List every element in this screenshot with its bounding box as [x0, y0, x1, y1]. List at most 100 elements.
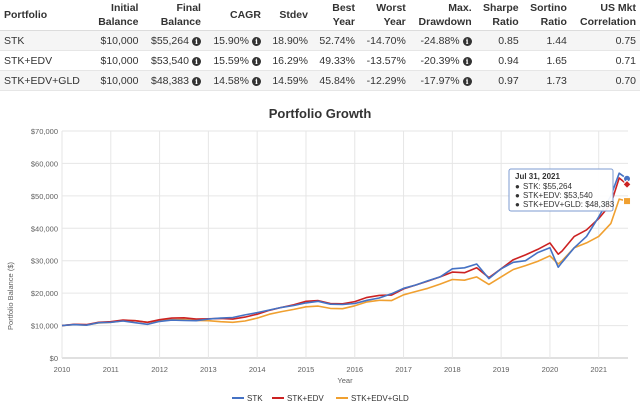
x-tick-label: 2011 — [103, 365, 119, 374]
y-tick-label: $40,000 — [31, 224, 58, 233]
column-header: Max. Drawdown — [409, 0, 476, 31]
info-icon[interactable]: i — [462, 76, 472, 86]
cell-portfolio: STK+EDV+GLD — [0, 70, 91, 91]
tooltip-bullet-icon: ● — [515, 200, 520, 209]
x-axis-label: Year — [337, 376, 353, 385]
cell-worst: -14.70% — [359, 30, 410, 51]
y-tick-label: $20,000 — [31, 289, 58, 298]
table-row: STK $10,000 $55,264 i 15.90% i 18.90% 52.74% -14… — [0, 30, 640, 51]
legend-item-stk-edv-gld[interactable]: STK+EDV+GLD — [336, 394, 409, 403]
cell-best: 45.84% — [311, 70, 359, 91]
y-tick-label: $70,000 — [31, 127, 58, 136]
tooltip-date: Jul 31, 2021 — [515, 172, 560, 181]
legend-item-stk-edv[interactable]: STK+EDV — [272, 394, 324, 403]
cell-drawdown: -24.88% i — [409, 30, 476, 51]
column-header: Best Year — [311, 0, 359, 31]
cell-sortino: 1.65 — [522, 50, 571, 71]
cell-stdev: 16.29% — [264, 50, 312, 71]
column-header: Worst Year — [359, 0, 410, 31]
cell-worst: -13.57% — [359, 50, 410, 71]
cell-corr: 0.70 — [570, 70, 640, 91]
tooltip-line: STK+EDV: $53,540 — [523, 191, 593, 200]
cell-cagr: 14.58% i — [204, 70, 265, 91]
cell-sharpe: 0.97 — [475, 70, 523, 91]
x-tick-label: 2019 — [493, 365, 510, 374]
series-line-stk[interactable] — [61, 172, 628, 327]
x-tick-label: 2014 — [249, 365, 266, 374]
column-header: Initial Balance — [90, 0, 143, 31]
y-tick-label: $10,000 — [31, 322, 58, 331]
end-point-marker — [623, 197, 632, 206]
column-header: Stdev — [264, 0, 312, 31]
table-body: STK $10,000 $55,264 i 15.90% i 18.90% 52.74% -14… — [0, 30, 640, 91]
chart-title: Portfolio Growth — [269, 106, 372, 121]
y-tick-label: $30,000 — [31, 257, 58, 266]
series-line-stk-edv[interactable] — [61, 177, 628, 327]
info-icon[interactable]: i — [251, 76, 261, 86]
cell-sortino: 1.44 — [522, 30, 571, 51]
info-icon[interactable]: i — [251, 56, 261, 66]
tooltip-bullet-icon: ● — [515, 191, 520, 200]
cell-final: $55,264 i — [142, 30, 205, 51]
legend-label: STK+EDV+GLD — [351, 394, 409, 403]
tooltip-bullet-icon: ● — [515, 182, 520, 191]
cell-final: $48,383 i — [142, 70, 205, 91]
info-icon[interactable]: i — [191, 36, 201, 46]
cell-best: 49.33% — [311, 50, 359, 71]
chart-legend[interactable]: STK STK+EDV STK+EDV+GLD — [232, 394, 409, 403]
y-axis-ticks: $0 $10,000 $20,000 $30,000 $40,000 $50,000 $60… — [31, 127, 58, 363]
cell-cagr: 15.59% i — [204, 50, 265, 71]
cell-worst: -12.29% — [359, 70, 410, 91]
portfolio-stats-table: Portfolio Initial Balance Final Balance CAGR S… — [0, 0, 640, 91]
column-header: Final Balance — [142, 0, 205, 31]
column-header: Portfolio — [0, 0, 91, 31]
cell-sortino: 1.73 — [522, 70, 571, 91]
cell-best: 52.74% — [311, 30, 359, 51]
x-tick-label: 2021 — [590, 365, 607, 374]
cell-drawdown: -20.39% i — [409, 50, 476, 71]
info-icon[interactable]: i — [191, 76, 201, 86]
portfolio-growth-chart: Portfolio Growth $0 $10,000 $20,000 $30,000… — [6, 106, 632, 403]
cell-stdev: 14.59% — [264, 70, 312, 91]
tooltip-line: STK+EDV+GLD: $48,383 — [523, 200, 615, 209]
cell-corr: 0.75 — [570, 30, 640, 51]
column-header: CAGR — [204, 0, 265, 31]
legend-label: STK — [247, 394, 263, 403]
x-tick-label: 2018 — [444, 365, 461, 374]
table-header-row: Portfolio Initial Balance Final Balance CAGR S… — [0, 0, 640, 31]
tooltip-box — [508, 168, 614, 212]
cell-initial: $10,000 — [90, 70, 143, 91]
x-axis-ticks: 2010 2011 2012 2013 2014 2015 2016 2017 2018 2019… — [54, 365, 607, 374]
end-point-marker — [622, 179, 632, 190]
tooltip-line: STK: $55,264 — [523, 182, 572, 191]
info-icon[interactable]: i — [462, 56, 472, 66]
info-icon[interactable]: i — [191, 56, 201, 66]
cell-drawdown: -17.97% i — [409, 70, 476, 91]
table-row: STK+EDV $10,000 $53,540 i 15.59% i 16.29% 49.33… — [0, 50, 640, 71]
x-tick-label: 2017 — [395, 365, 412, 374]
series-lines — [61, 172, 632, 327]
x-tick-label: 2013 — [200, 365, 217, 374]
cell-final: $53,540 i — [142, 50, 205, 71]
info-icon[interactable]: i — [251, 36, 261, 46]
cell-portfolio: STK+EDV — [0, 50, 91, 71]
series-line-stk-edv-gld[interactable] — [61, 198, 628, 327]
cell-cagr: 15.90% i — [204, 30, 265, 51]
cell-sharpe: 0.85 — [475, 30, 523, 51]
column-header: Sortino Ratio — [522, 0, 571, 31]
cell-portfolio: STK — [0, 30, 91, 51]
grid-lines — [61, 130, 628, 359]
legend-item-stk[interactable]: STK — [232, 394, 263, 403]
column-header: US Mkt Correlation — [570, 0, 640, 31]
cell-initial: $10,000 — [90, 30, 143, 51]
column-header: Sharpe Ratio — [475, 0, 523, 31]
info-icon[interactable]: i — [462, 36, 472, 46]
x-tick-label: 2020 — [542, 365, 559, 374]
y-axis-label: Portfolio Balance ($) — [6, 262, 15, 330]
x-tick-label: 2010 — [54, 365, 71, 374]
cell-initial: $10,000 — [90, 50, 143, 71]
x-tick-label: 2016 — [346, 365, 363, 374]
x-tick-label: 2015 — [298, 365, 315, 374]
hover-tooltip: Jul 31, 2021● STK: $55,264● STK+EDV: $53,5… — [508, 168, 615, 212]
cell-stdev: 18.90% — [264, 30, 312, 51]
